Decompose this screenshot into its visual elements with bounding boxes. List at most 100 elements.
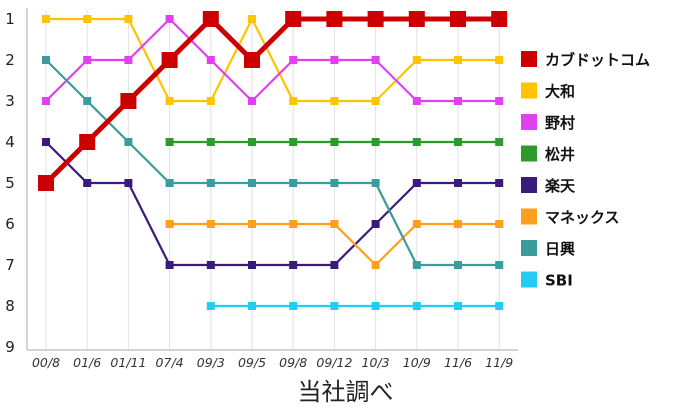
data-point (206, 179, 215, 187)
data-point (248, 97, 256, 105)
data-point (289, 179, 298, 187)
data-point (330, 56, 339, 64)
data-point (42, 56, 50, 64)
legend-label: 松井 (545, 146, 575, 164)
legend-swatch (521, 208, 537, 225)
legend-label: 日興 (545, 240, 575, 258)
y-tick-label: 1 (5, 10, 15, 28)
data-point (495, 302, 504, 310)
legend-label: SBI (545, 272, 573, 290)
y-tick-label: 6 (5, 215, 15, 233)
y-tick-labels: 1 2 3 4 5 6 7 8 9 (5, 10, 15, 356)
data-point (289, 302, 298, 310)
x-tick-label: 09/3 (197, 355, 225, 370)
data-point (161, 52, 178, 68)
series-lines (38, 11, 508, 310)
x-tick-label: 09/5 (238, 355, 266, 370)
legend-swatch (521, 240, 537, 256)
y-tick-label: 9 (5, 338, 15, 356)
data-point (124, 138, 133, 146)
data-point (412, 97, 421, 105)
data-point (495, 97, 504, 105)
x-tick-label: 01/6 (73, 355, 101, 370)
data-point (165, 138, 174, 146)
legend-label: 野村 (545, 114, 575, 132)
legend-item: 松井 (521, 145, 575, 164)
axis (26, 8, 518, 351)
data-point (248, 220, 256, 228)
legend-swatch (521, 82, 537, 99)
legend-swatch (521, 114, 537, 130)
data-point (491, 11, 508, 27)
series-line (46, 16, 500, 103)
data-point (165, 97, 174, 105)
data-point (206, 302, 215, 310)
series-line (45, 59, 500, 267)
series-5 (165, 220, 504, 269)
legend-label: 大和 (545, 83, 575, 101)
data-point (289, 261, 298, 269)
y-tick-label: 7 (5, 256, 15, 274)
data-point (371, 97, 380, 105)
data-point (450, 11, 466, 27)
data-point (248, 15, 256, 23)
data-point (42, 15, 50, 23)
data-point (42, 97, 50, 105)
data-point (326, 11, 343, 27)
legend-item: マネックス (521, 208, 620, 227)
data-point (371, 261, 380, 269)
data-point (165, 15, 174, 23)
data-point (120, 93, 137, 109)
x-tick-label: 09/8 (279, 355, 307, 370)
data-point (206, 56, 215, 64)
data-point (248, 138, 256, 146)
data-point (79, 134, 96, 150)
data-point (206, 261, 215, 269)
x-tick-label: 00/8 (32, 355, 60, 370)
series-0 (38, 11, 508, 191)
y-tick-label: 8 (5, 297, 15, 315)
data-point (495, 261, 504, 269)
data-point (285, 11, 302, 27)
data-point (412, 56, 421, 64)
series-line (45, 17, 500, 103)
series-1 (42, 15, 504, 105)
data-point (124, 56, 133, 64)
data-point (412, 261, 421, 269)
data-point (454, 220, 462, 228)
data-point (165, 220, 174, 228)
data-point (371, 179, 380, 187)
x-tick-label: 07/4 (156, 355, 184, 370)
data-point (83, 15, 92, 23)
data-point (38, 175, 54, 191)
data-point (202, 11, 219, 27)
legend-swatch (521, 145, 537, 162)
data-point (206, 138, 215, 146)
x-tick-label: 01/11 (110, 355, 146, 370)
data-point (454, 138, 462, 146)
data-point (206, 220, 215, 228)
data-point (454, 56, 462, 64)
legend-item: 日興 (521, 240, 575, 258)
data-point (42, 138, 50, 146)
data-point (330, 261, 339, 269)
data-point (124, 15, 133, 23)
data-point (248, 261, 256, 269)
series-4 (42, 138, 504, 269)
data-point (371, 138, 380, 146)
data-point (412, 302, 421, 310)
data-point (330, 179, 339, 187)
data-point (371, 302, 380, 310)
y-tick-label: 4 (5, 133, 15, 151)
data-point (165, 179, 174, 187)
x-tick-labels: 00/8 01/6 01/11 07/4 09/3 09/5 09/8 09/12 10/3 10… (32, 355, 513, 370)
legend-item: SBI (521, 271, 573, 290)
data-point (412, 138, 421, 146)
data-point (371, 220, 380, 228)
x-tick-label: 09/12 (316, 355, 352, 370)
data-point (289, 220, 298, 228)
series-7 (206, 302, 504, 310)
data-point (289, 97, 298, 105)
